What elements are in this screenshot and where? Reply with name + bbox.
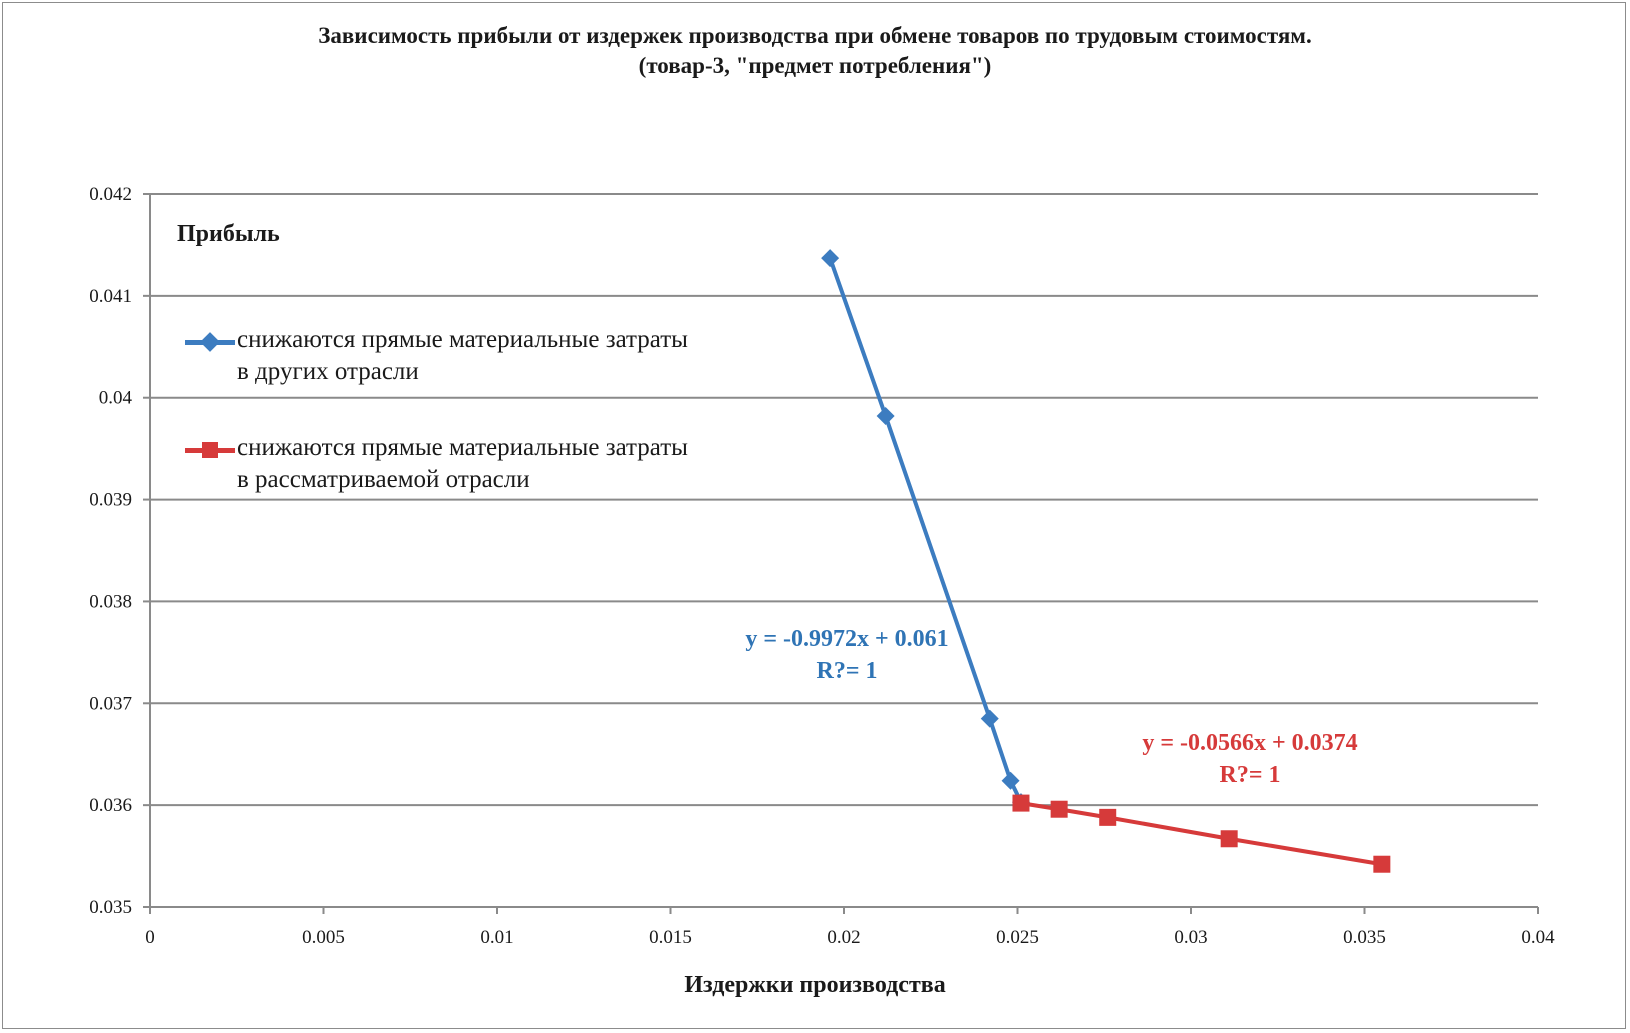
chart-title-line-2: (товар-3, "предмет потребления"): [638, 53, 992, 78]
x-axis-label: Издержки производства: [684, 972, 946, 998]
legend-label-line-1: снижаются прямые материальные затраты: [237, 434, 688, 461]
legend-item-series-2[interactable]: снижаются прямые материальные затраты в …: [185, 434, 745, 506]
series-line-2: [1020, 801, 1383, 867]
legend-label-line-2: в других отрасли: [237, 358, 419, 385]
trendline-equation: y = -0.0566x + 0.0374: [1142, 730, 1358, 756]
y-tick-label: 0.041: [89, 286, 132, 307]
data-point-diamond: [876, 407, 895, 426]
y-tick-label: 0.039: [89, 490, 132, 511]
x-tick-label: 0.025: [996, 927, 1039, 948]
data-point-diamond: [821, 249, 840, 268]
legend-label-line-1: снижаются прямые материальные затраты: [237, 326, 688, 353]
data-point-square: [1012, 794, 1030, 812]
legend-label-line-2: в рассматриваемой отрасли: [237, 466, 530, 493]
square-marker-icon: [202, 442, 218, 458]
trendline-label-series-1: y = -0.9972x + 0.061 R?= 1: [712, 623, 982, 687]
y-tick-label: 0.038: [89, 591, 132, 612]
x-tick-label: 0.04: [1521, 927, 1555, 948]
x-tick-label: 0.01: [480, 927, 513, 948]
data-point-diamond: [980, 709, 999, 728]
legend-item-series-1[interactable]: снижаются прямые материальные затраты в …: [185, 326, 745, 398]
y-tick-label: 0.037: [89, 693, 132, 714]
trendline-r2: R?= 1: [1219, 762, 1281, 788]
diamond-marker-icon: [200, 332, 220, 352]
data-point-square: [1220, 830, 1238, 848]
y-tick-label: 0.036: [89, 795, 132, 816]
chart-title-line-1: Зависимость прибыли от издержек производ…: [318, 23, 1312, 48]
legend-text-series-1: снижаются прямые материальные затраты в …: [237, 324, 688, 388]
x-tick-label: 0.015: [649, 927, 692, 948]
trendline-equation: y = -0.9972x + 0.061: [745, 626, 949, 652]
data-point-diamond: [1001, 771, 1020, 790]
trendline-label-series-2: y = -0.0566x + 0.0374 R?= 1: [1115, 727, 1385, 791]
legend-text-series-2: снижаются прямые материальные затраты в …: [237, 432, 688, 496]
x-tick-label: 0.02: [827, 927, 860, 948]
y-tick-label: 0.042: [89, 184, 132, 205]
x-tick-label: 0: [145, 927, 155, 948]
y-tick-label: 0.04: [99, 388, 133, 409]
trendline-r2: R?= 1: [816, 658, 878, 684]
x-tick-label: 0.005: [302, 927, 345, 948]
y-tick-label: 0.035: [89, 897, 132, 918]
x-tick-label: 0.03: [1174, 927, 1207, 948]
data-point-square: [1099, 808, 1117, 826]
data-point-square: [1050, 800, 1068, 818]
x-tick-label: 0.035: [1343, 927, 1386, 948]
y-axis-label: Прибыль: [177, 221, 280, 247]
data-point-square: [1373, 855, 1391, 873]
